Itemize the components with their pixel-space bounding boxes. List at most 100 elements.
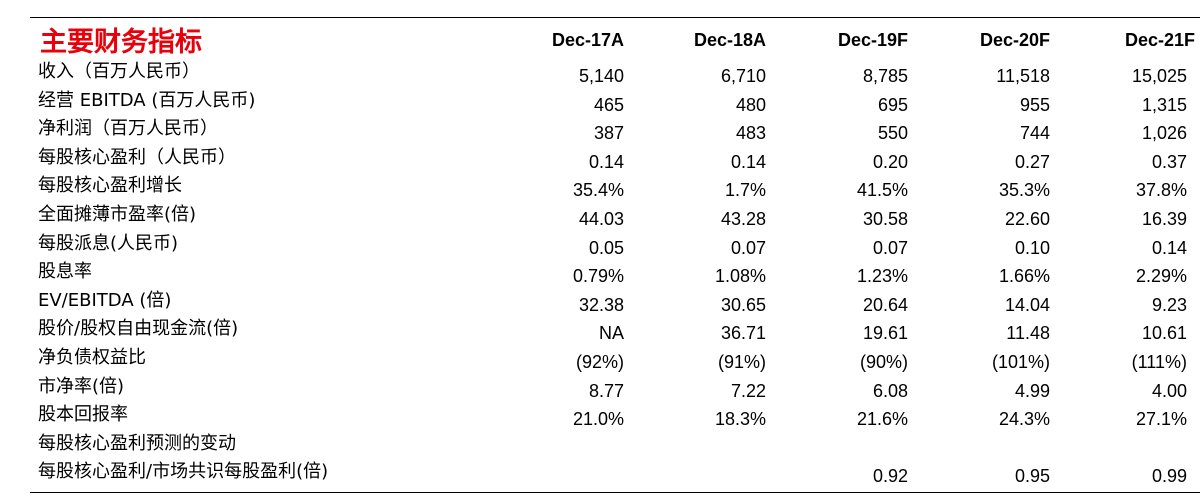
table-cell: 35.3% [998, 180, 1050, 201]
table-cell: 4.00 [1151, 380, 1187, 401]
table-row: 每股核心盈利（人民币） 0.14 0.14 0.20 0.27 0.37 [0, 146, 1200, 175]
table-cell: 0.14 [730, 151, 766, 172]
table-cell: 4.99 [1014, 380, 1050, 401]
table-cell: 483 [735, 123, 766, 144]
table-cell: 10.61 [1141, 323, 1187, 344]
table-cell: 1.66% [998, 266, 1050, 287]
table-cell: 36.71 [720, 323, 766, 344]
table-cell: 43.28 [720, 208, 766, 229]
table-cell: 0.92 [872, 466, 908, 487]
row-label: 股息率 [38, 261, 92, 283]
table-cell: 19.61 [862, 323, 908, 344]
table-cell: 11,518 [996, 66, 1050, 86]
table-cell: 465 [593, 94, 624, 115]
table-cell: 0.79% [572, 266, 624, 287]
column-header-dec-17a: Dec-17A [551, 30, 624, 50]
table-cell: 30.58 [862, 208, 908, 229]
table-cell: 44.03 [578, 208, 624, 229]
table-cell: (90%) [859, 351, 908, 372]
table-cell: 0.14 [1151, 237, 1187, 258]
row-label: 经营 EBITDA (百万人民币) [38, 89, 256, 111]
table-cell: 15,025 [1131, 66, 1187, 86]
row-label: 每股派息(人民币) [38, 232, 179, 254]
table-cell: 37.8% [1135, 180, 1187, 201]
table-row: 市净率(倍) 8.77 7.22 6.08 4.99 4.00 [0, 375, 1200, 404]
table-title: 主要财务指标 [40, 27, 202, 58]
table-cell: 16.39 [1141, 208, 1187, 229]
row-label: 每股核心盈利预测的变动 [38, 432, 236, 454]
table-cell: 0.99 [1151, 466, 1187, 487]
table-cell: 6.08 [872, 380, 908, 401]
table-cell: 27.1% [1135, 409, 1187, 430]
table-cell: 5,140 [578, 66, 624, 86]
row-label: 每股核心盈利增长 [38, 175, 182, 197]
table-row: 股价/股权自由现金流(倍) NA 36.71 19.61 11.48 10.61 [0, 317, 1200, 346]
row-label: 股价/股权自由现金流(倍) [38, 318, 239, 340]
table-cell: 0.95 [1014, 466, 1050, 487]
table-cell: 9.23 [1151, 294, 1187, 315]
row-label: EV/EBITDA (倍) [38, 289, 172, 311]
row-label: 每股核心盈利（人民币） [38, 146, 236, 168]
table-cell: 35.4% [572, 180, 624, 201]
table-cell: 11.48 [1006, 323, 1050, 344]
table-cell: 387 [593, 123, 624, 144]
table-row: 收入（百万人民币） 5,140 6,710 8,785 11,518 15,025 [0, 60, 1200, 89]
table-bottom-rule [30, 492, 1200, 493]
table-cell: 32.38 [578, 294, 624, 315]
table-cell: 0.07 [730, 237, 766, 258]
table-cell: 21.6% [856, 409, 908, 430]
table-row: 股本回报率 21.0% 18.3% 21.6% 24.3% 27.1% [0, 403, 1200, 432]
table-cell: 14.04 [1004, 294, 1050, 315]
table-cell: 41.5% [856, 180, 908, 201]
table-cell: 18.3% [714, 409, 766, 430]
table-cell: 1.08% [714, 266, 766, 287]
row-label: 股本回报率 [38, 404, 128, 426]
table-cell: 1.7% [724, 180, 766, 201]
table-cell: 2.29% [1135, 266, 1187, 287]
table-row: 净利润（百万人民币） 387 483 550 744 1,026 [0, 117, 1200, 146]
row-label: 全面摊薄市盈率(倍) [38, 203, 197, 225]
row-label: 每股核心盈利/市场共识每股盈利(倍) [38, 461, 329, 483]
table-row: EV/EBITDA (倍) 32.38 30.65 20.64 14.04 9.23 [0, 289, 1200, 318]
table-cell: 0.07 [872, 237, 908, 258]
table-cell: 22.60 [1004, 208, 1050, 229]
column-header-dec-20f: Dec-20F [979, 30, 1050, 50]
table-row: 全面摊薄市盈率(倍) 44.03 43.28 30.58 22.60 16.39 [0, 203, 1200, 232]
table-cell: 0.27 [1014, 151, 1050, 172]
table-cell: 0.37 [1151, 151, 1187, 172]
table-cell: (101%) [991, 351, 1050, 372]
table-cell: (92%) [575, 351, 624, 372]
table-row: 每股核心盈利预测的变动 [0, 432, 1200, 461]
table-cell: 24.3% [998, 409, 1050, 430]
table-cell: 1,315 [1141, 94, 1187, 115]
table-cell: 0.10 [1014, 237, 1050, 258]
table-cell: 0.20 [872, 151, 908, 172]
table-cell: (91%) [717, 351, 766, 372]
table-row: 经营 EBITDA (百万人民币) 465 480 695 955 1,315 [0, 89, 1200, 118]
table-row: 每股核心盈利/市场共识每股盈利(倍) 0.92 0.95 0.99 [0, 460, 1200, 489]
table-cell: 20.64 [862, 294, 908, 315]
table-cell: 0.14 [588, 151, 624, 172]
table-cell: 480 [735, 94, 766, 115]
financial-table-body: 收入（百万人民币） 5,140 6,710 8,785 11,518 15,025 经营 E… [0, 60, 1200, 489]
table-cell: 21.0% [572, 409, 624, 430]
table-cell: 955 [1019, 94, 1050, 115]
table-row: 每股派息(人民币) 0.05 0.07 0.07 0.10 0.14 [0, 232, 1200, 261]
table-cell: 1,026 [1141, 123, 1187, 144]
table-cell: NA [598, 323, 624, 344]
table-cell: 1.23% [856, 266, 908, 287]
table-cell: 7.22 [730, 380, 766, 401]
row-label: 市净率(倍) [38, 375, 125, 397]
table-cell: 0.05 [588, 237, 624, 258]
column-header-dec-19f: Dec-19F [837, 30, 908, 50]
table-cell: 550 [877, 123, 908, 144]
table-row: 净负债权益比 (92%) (91%) (90%) (101%) (111%) [0, 346, 1200, 375]
row-label: 收入（百万人民币） [38, 61, 200, 82]
table-cell: 8,785 [862, 66, 908, 86]
table-cell: 30.65 [720, 294, 766, 315]
column-header-dec-18a: Dec-18A [693, 30, 766, 50]
row-label: 净负债权益比 [38, 346, 146, 368]
table-row: 股息率 0.79% 1.08% 1.23% 1.66% 2.29% [0, 260, 1200, 289]
column-header-dec-21f: Dec-21F [1124, 30, 1195, 50]
table-cell: 744 [1019, 123, 1050, 144]
